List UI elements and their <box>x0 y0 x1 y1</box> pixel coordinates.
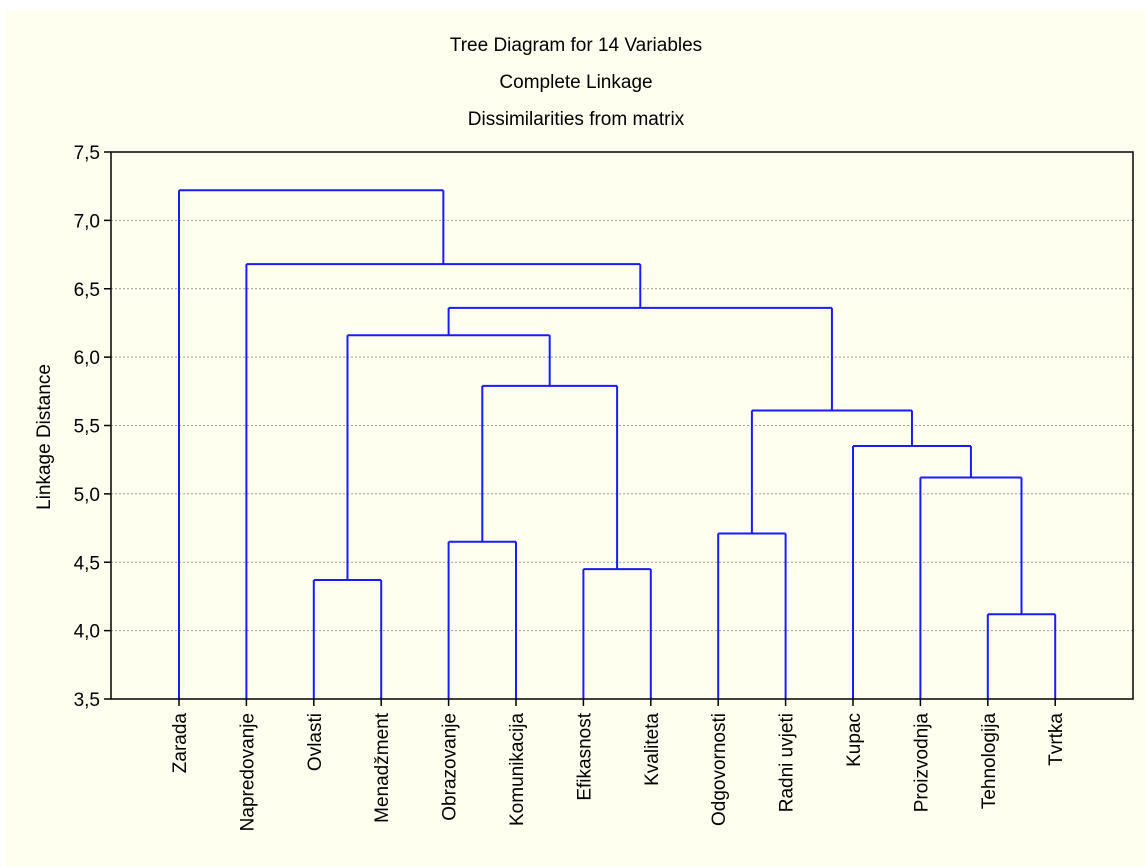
y-tick-label: 5,5 <box>74 417 100 438</box>
leaf-label: Kvaliteta <box>642 713 663 786</box>
leaf-label: Radni uvjeti <box>777 713 798 812</box>
leaf-label: Zarada <box>170 713 191 774</box>
y-tick-label: 5,0 <box>74 485 100 506</box>
leaf-label: Proizvodnja <box>911 713 932 813</box>
leaf-label: Komunikacija <box>507 713 528 826</box>
y-axis-ticks: 3,5 4,0 4,5 5,0 5,5 6,0 6,5 7,0 7,5 <box>74 143 111 711</box>
leaf-label: Obrazovanje <box>440 713 461 821</box>
leaf-labels: Zarada Napredovanje Ovlasti Menadžment Obraz… <box>170 712 1067 831</box>
leaf-label: Efikasnost <box>574 712 595 800</box>
y-tick-label: 6,0 <box>74 348 100 369</box>
chart-subtitle-method: Complete Linkage <box>499 72 652 93</box>
leaf-label: Odgovornosti <box>709 713 730 826</box>
chart-title: Tree Diagram for 14 Variables <box>450 35 702 56</box>
dendrogram-links <box>178 189 1057 699</box>
y-tick-label: 7,0 <box>74 211 100 232</box>
leaf-label: Tvrtka <box>1046 713 1067 766</box>
leaf-label: Kupac <box>844 713 865 767</box>
dendrogram-chart: Tree Diagram for 14 Variables Complete L… <box>34 35 1134 831</box>
leaf-label: Napredovanje <box>237 713 258 831</box>
y-tick-label: 4,5 <box>74 553 100 574</box>
chart-frame: Tree Diagram for 14 Variables Complete L… <box>6 10 1145 867</box>
leaf-label: Tehnologija <box>979 713 1000 810</box>
chart-titles: Tree Diagram for 14 Variables Complete L… <box>450 35 702 130</box>
chart-subtitle-measure: Dissimilarities from matrix <box>468 109 685 130</box>
y-tick-label: 6,5 <box>74 280 100 301</box>
y-tick-label: 7,5 <box>74 143 100 164</box>
y-axis-label: Linkage Distance <box>34 364 55 510</box>
y-tick-label: 3,5 <box>74 690 100 711</box>
x-axis-ticks <box>178 699 1056 706</box>
y-tick-label: 4,0 <box>74 622 100 643</box>
leaf-label: Ovlasti <box>305 713 326 771</box>
leaf-label: Menadžment <box>372 712 393 823</box>
